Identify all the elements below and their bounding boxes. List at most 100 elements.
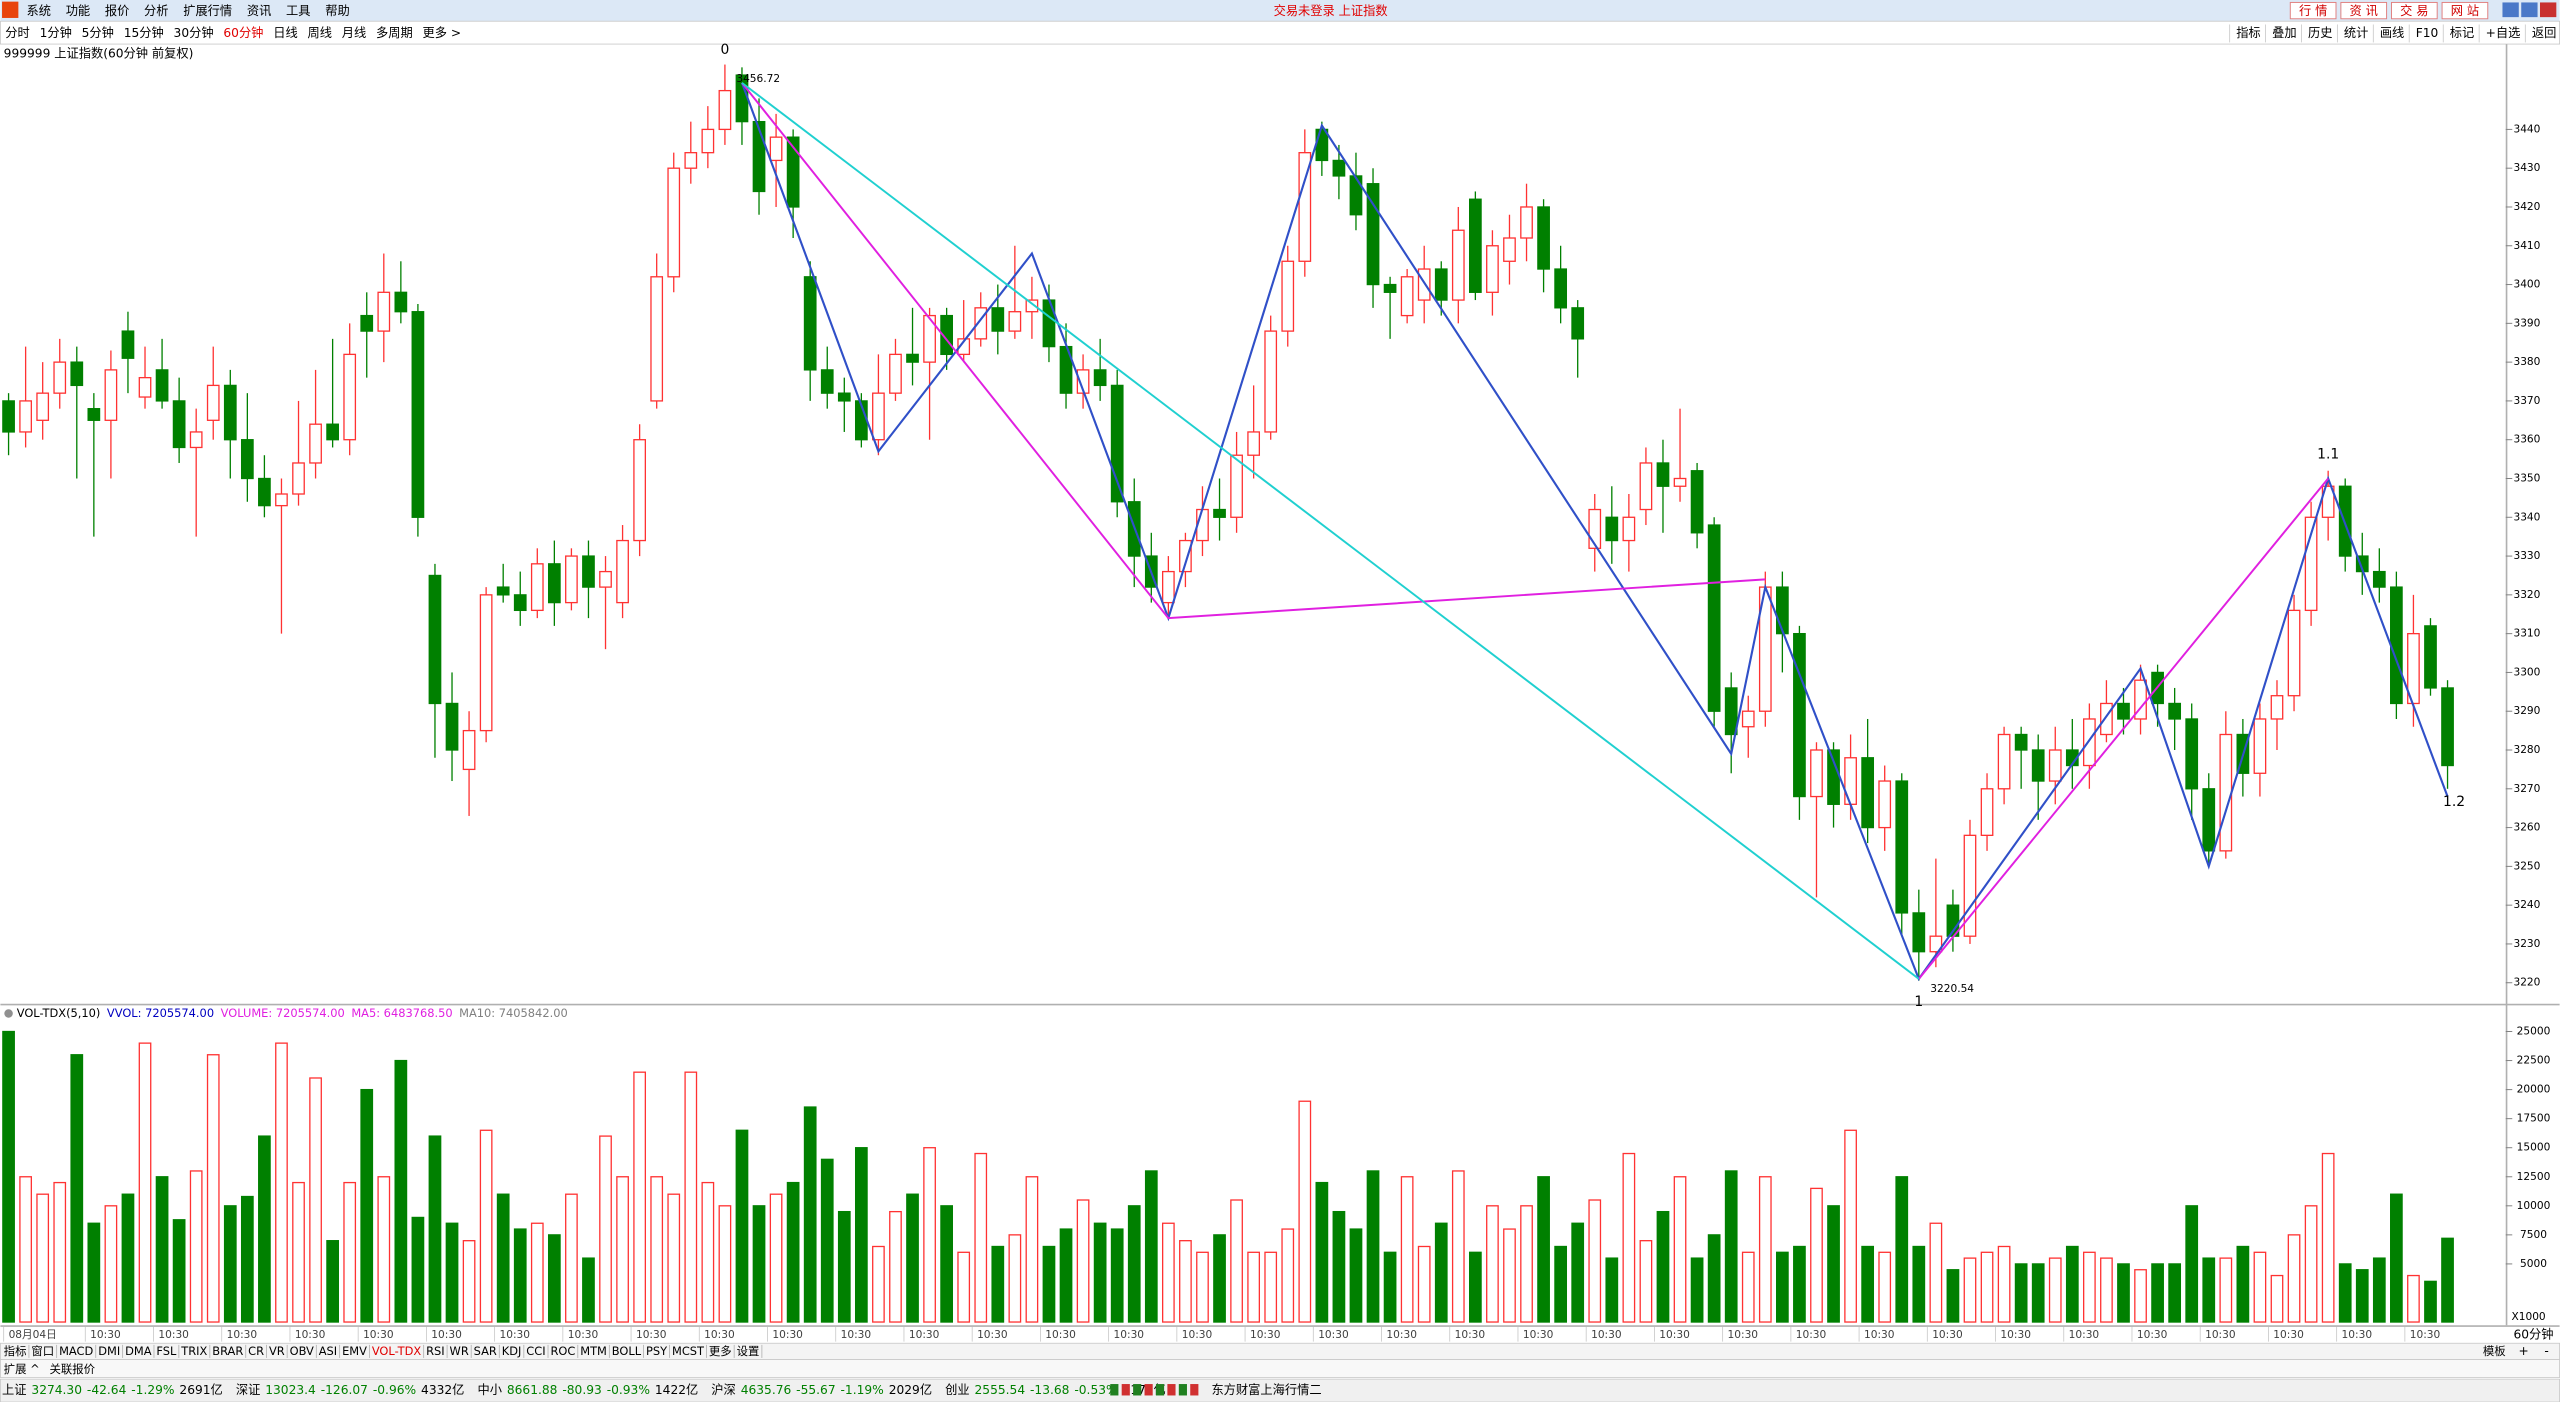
window-control[interactable]: [2521, 2, 2538, 18]
tool-button[interactable]: 返回: [2532, 26, 2556, 40]
tool-button[interactable]: 历史: [2308, 26, 2332, 40]
indicator-tab[interactable]: TRIX: [180, 1344, 207, 1358]
extension-tab[interactable]: 扩展 ^: [4, 1362, 40, 1376]
template-button[interactable]: 模板: [2483, 1344, 2506, 1358]
indicator-tab[interactable]: 指标: [4, 1344, 27, 1358]
indicator-tab[interactable]: DMA: [125, 1344, 152, 1358]
volume-bar: [2202, 1257, 2216, 1323]
volume-bar: [1588, 1199, 1602, 1323]
tool-button[interactable]: 统计: [2344, 26, 2368, 40]
candle-body: [275, 493, 288, 507]
volume-bar: [1895, 1176, 1909, 1323]
period-tab[interactable]: 15分钟: [124, 25, 164, 40]
volume-bar: [1110, 1228, 1124, 1323]
indicator-tab[interactable]: 窗口: [31, 1344, 54, 1358]
period-tab[interactable]: 月线: [342, 26, 366, 40]
menu-item[interactable]: 功能: [66, 4, 90, 18]
window-control[interactable]: [2540, 2, 2557, 18]
indicator-tab[interactable]: VOL-TDX: [372, 1344, 422, 1358]
indicator-tab[interactable]: VR: [269, 1344, 285, 1358]
menu-item[interactable]: 系统: [27, 4, 51, 18]
period-tab[interactable]: 更多 >: [423, 26, 462, 40]
zoom-out[interactable]: -: [2544, 1344, 2548, 1358]
quick-button[interactable]: 交 易: [2400, 3, 2428, 18]
app-icon: [2, 1, 19, 18]
indicator-tab[interactable]: WR: [450, 1344, 469, 1358]
indicator-tab[interactable]: FSL: [156, 1344, 177, 1358]
candle-body: [1963, 834, 1977, 937]
tool-button[interactable]: F10: [2416, 26, 2439, 40]
indicator-tab[interactable]: BOLL: [612, 1344, 642, 1358]
indicator-tab[interactable]: SAR: [474, 1344, 497, 1358]
volume-bar: [2424, 1280, 2437, 1323]
candle-body: [1827, 749, 1840, 805]
y-tick-label: 3240: [2513, 899, 2540, 911]
volume-bar: [309, 1077, 322, 1323]
menu-item[interactable]: 报价: [105, 3, 129, 18]
menu-item[interactable]: 工具: [286, 4, 310, 18]
indicator-tab[interactable]: CCI: [526, 1344, 545, 1358]
tool-button[interactable]: 标记: [2450, 26, 2474, 40]
period-tab[interactable]: 1分钟: [40, 25, 72, 40]
volume-bar: [650, 1176, 664, 1323]
volume-bar: [1469, 1251, 1482, 1323]
tool-button[interactable]: 指标: [2236, 25, 2260, 40]
volume-bar: [2083, 1251, 2096, 1323]
period-tab[interactable]: 5分钟: [82, 25, 114, 40]
candle-body: [1520, 206, 1533, 239]
indicator-tab[interactable]: PSY: [646, 1344, 667, 1358]
indicator-tab[interactable]: DMI: [98, 1344, 120, 1358]
volume-bar: [991, 1245, 1005, 1323]
status-name: 中小: [477, 1382, 501, 1397]
period-tab[interactable]: 30分钟: [174, 25, 214, 40]
period-tab[interactable]: 周线: [307, 26, 331, 40]
indicator-tab[interactable]: BRAR: [212, 1344, 243, 1358]
candle-body: [223, 384, 237, 441]
candle-body: [820, 369, 834, 394]
indicator-tab[interactable]: 更多: [709, 1344, 732, 1358]
menu-item[interactable]: 分析: [144, 4, 168, 18]
indicator-tab[interactable]: RSI: [426, 1344, 445, 1358]
volume-bar: [1213, 1234, 1226, 1323]
quick-button[interactable]: 网 站: [2451, 4, 2479, 18]
menu-item[interactable]: 扩展行情: [183, 4, 232, 18]
signal-icon: [1133, 1384, 1142, 1396]
period-tab[interactable]: 60分钟: [223, 25, 263, 40]
window-control[interactable]: [2502, 2, 2519, 18]
status-price: 2555.54: [975, 1383, 1026, 1397]
indicator-tab[interactable]: MCST: [672, 1344, 704, 1358]
volume-bar: [1793, 1245, 1806, 1323]
candle-body: [2185, 718, 2199, 790]
panel-icon: [4, 1009, 13, 1018]
volume-bar: [1758, 1176, 1772, 1323]
indicator-tab[interactable]: CR: [248, 1344, 264, 1358]
indicator-tab[interactable]: ASI: [319, 1344, 337, 1358]
volume-bar: [240, 1195, 254, 1323]
quick-button-frame: [2441, 1, 2489, 20]
indicator-tab[interactable]: MTM: [580, 1344, 607, 1358]
period-tab[interactable]: 多周期: [376, 26, 413, 40]
tool-button[interactable]: 画线: [2380, 26, 2404, 40]
x-tick-label: 10:30: [1114, 1329, 1145, 1341]
volume-bar: [701, 1181, 715, 1323]
indicator-tab[interactable]: 设置: [737, 1344, 760, 1358]
menu-item[interactable]: 资讯: [247, 4, 271, 18]
indicator-tab[interactable]: OBV: [290, 1344, 314, 1358]
indicator-tab[interactable]: MACD: [59, 1344, 93, 1358]
period-tab[interactable]: 分时: [5, 26, 29, 40]
volume-bar: [1810, 1187, 1823, 1323]
period-tab[interactable]: 日线: [273, 26, 297, 40]
indicator-tab[interactable]: ROC: [550, 1344, 575, 1358]
indicator-tab[interactable]: EMV: [342, 1344, 367, 1358]
candle-body: [1298, 152, 1312, 262]
status-name: 沪深: [711, 1383, 735, 1397]
extension-tab[interactable]: 关联报价: [49, 1362, 95, 1376]
zoom-in[interactable]: +: [2519, 1344, 2529, 1358]
quick-button[interactable]: 资 讯: [2350, 4, 2378, 18]
indicator-tab[interactable]: KDJ: [502, 1344, 522, 1358]
tool-button[interactable]: 叠加: [2272, 26, 2296, 40]
menu-item[interactable]: 帮助: [325, 4, 349, 18]
candle-body: [1025, 299, 1039, 313]
tool-button[interactable]: +自选: [2486, 26, 2521, 40]
quick-button[interactable]: 行 情: [2299, 4, 2327, 18]
